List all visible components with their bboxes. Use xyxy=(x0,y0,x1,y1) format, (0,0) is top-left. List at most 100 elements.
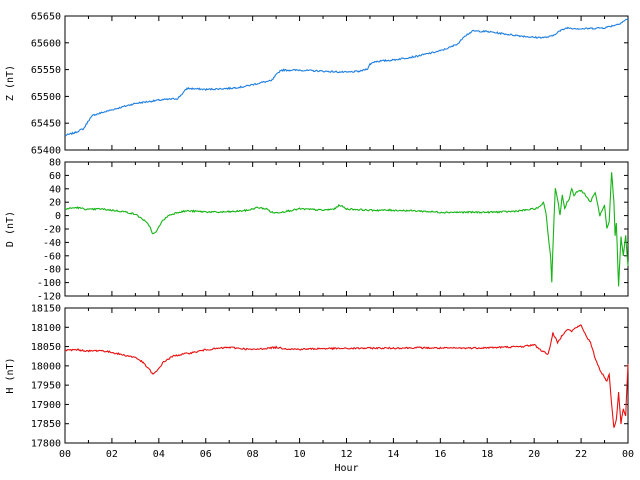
x-tick-label: 00 xyxy=(622,449,634,460)
data-point-h xyxy=(580,325,582,327)
data-point-z xyxy=(416,55,418,57)
data-point-h xyxy=(369,347,371,349)
data-point-d xyxy=(313,209,315,211)
panel-d: -120 -100 -80 -60 -40 -20 0 20 40 60 80 D (nT) xyxy=(5,158,629,303)
data-point-d xyxy=(550,255,552,257)
data-point-h xyxy=(416,347,418,349)
data-point-h xyxy=(590,342,592,344)
data-point-d xyxy=(152,234,154,236)
data-point-d xyxy=(440,212,442,214)
data-point-h xyxy=(76,349,78,351)
data-point-d xyxy=(247,209,249,211)
data-point-h xyxy=(571,330,573,332)
data-point-z xyxy=(182,93,184,95)
data-point-z xyxy=(252,84,254,86)
data-point-z xyxy=(111,109,113,111)
data-point-z xyxy=(299,69,301,71)
x-tick-label: 18 xyxy=(481,449,493,460)
data-point-d xyxy=(393,209,395,211)
data-point-z xyxy=(463,36,465,38)
plot-frame-h xyxy=(64,307,629,444)
series-line-z xyxy=(64,18,629,137)
y-tick-label: 17900 xyxy=(31,400,61,411)
data-point-z xyxy=(205,89,207,91)
data-point-h xyxy=(576,327,578,329)
data-point-h xyxy=(510,346,512,348)
data-point-d xyxy=(616,222,618,224)
data-point-h xyxy=(205,349,207,351)
y-tick-label: 65600 xyxy=(31,38,61,49)
data-point-h xyxy=(264,348,266,350)
x-tick-label: 14 xyxy=(387,449,399,460)
data-point-d xyxy=(64,208,66,210)
x-tick-label: 22 xyxy=(575,449,587,460)
data-point-z xyxy=(83,128,85,130)
data-point-d xyxy=(266,208,268,210)
data-point-h xyxy=(252,349,254,351)
data-point-d xyxy=(287,210,289,212)
data-point-d xyxy=(111,209,113,211)
data-point-h xyxy=(618,392,620,394)
data-point-z xyxy=(64,135,66,137)
data-point-z xyxy=(451,46,453,48)
y-tick-label: 65650 xyxy=(31,12,61,23)
data-point-d xyxy=(123,211,125,213)
plot-frame-z xyxy=(64,15,629,151)
data-point-d xyxy=(564,208,566,210)
data-point-d xyxy=(594,191,596,193)
data-point-d xyxy=(562,195,564,197)
y-tick-label: 18100 xyxy=(31,323,61,334)
data-point-d xyxy=(608,222,610,224)
data-point-d xyxy=(611,171,613,173)
y-tick-label: 65450 xyxy=(31,119,61,130)
data-point-h xyxy=(522,346,524,348)
data-point-h xyxy=(163,361,165,363)
x-tick-label: 04 xyxy=(153,449,165,460)
data-point-h xyxy=(182,354,184,356)
data-point-h xyxy=(440,347,442,349)
data-point-z xyxy=(74,132,76,134)
data-point-d xyxy=(339,204,341,206)
data-point-d xyxy=(200,211,202,213)
y-tick-label: -80 xyxy=(43,265,61,276)
data-point-d xyxy=(606,228,608,230)
data-point-d xyxy=(149,225,151,227)
data-point-z xyxy=(618,23,620,25)
data-point-z xyxy=(604,27,606,29)
data-point-h xyxy=(606,381,608,383)
y-tick-label: -40 xyxy=(43,238,61,249)
data-point-d xyxy=(569,198,571,200)
data-point-z xyxy=(271,80,273,82)
x-tick-label: 12 xyxy=(340,449,352,460)
data-point-h xyxy=(135,357,137,359)
x-tick-label: 08 xyxy=(247,449,259,460)
data-point-d xyxy=(538,207,540,209)
data-point-z xyxy=(533,37,535,39)
data-point-h xyxy=(604,377,606,379)
y-tick-label: 0 xyxy=(55,211,61,222)
panel-h: 17800 17850 17900 17950 18000 18050 18100 18150… xyxy=(5,304,634,475)
data-point-d xyxy=(257,207,259,209)
data-point-z xyxy=(374,61,376,63)
data-point-h xyxy=(620,423,622,425)
data-point-d xyxy=(463,212,465,214)
data-point-z xyxy=(472,30,474,32)
y-tick-label: -100 xyxy=(37,278,61,289)
data-point-d xyxy=(487,212,489,214)
data-point-h xyxy=(393,347,395,349)
data-point-d xyxy=(346,208,348,210)
data-point-h xyxy=(287,348,289,350)
data-point-d xyxy=(186,210,188,212)
data-point-h xyxy=(299,349,301,351)
data-point-z xyxy=(346,72,348,74)
data-point-h xyxy=(149,369,151,371)
data-point-z xyxy=(487,31,489,33)
x-tick-label: 10 xyxy=(294,449,306,460)
data-point-z xyxy=(243,86,245,88)
y-tick-label: 17800 xyxy=(31,439,61,450)
data-point-h xyxy=(547,354,549,356)
data-point-h xyxy=(172,355,174,357)
data-point-h xyxy=(599,369,601,371)
data-point-h xyxy=(540,350,542,352)
data-point-d xyxy=(580,189,582,191)
